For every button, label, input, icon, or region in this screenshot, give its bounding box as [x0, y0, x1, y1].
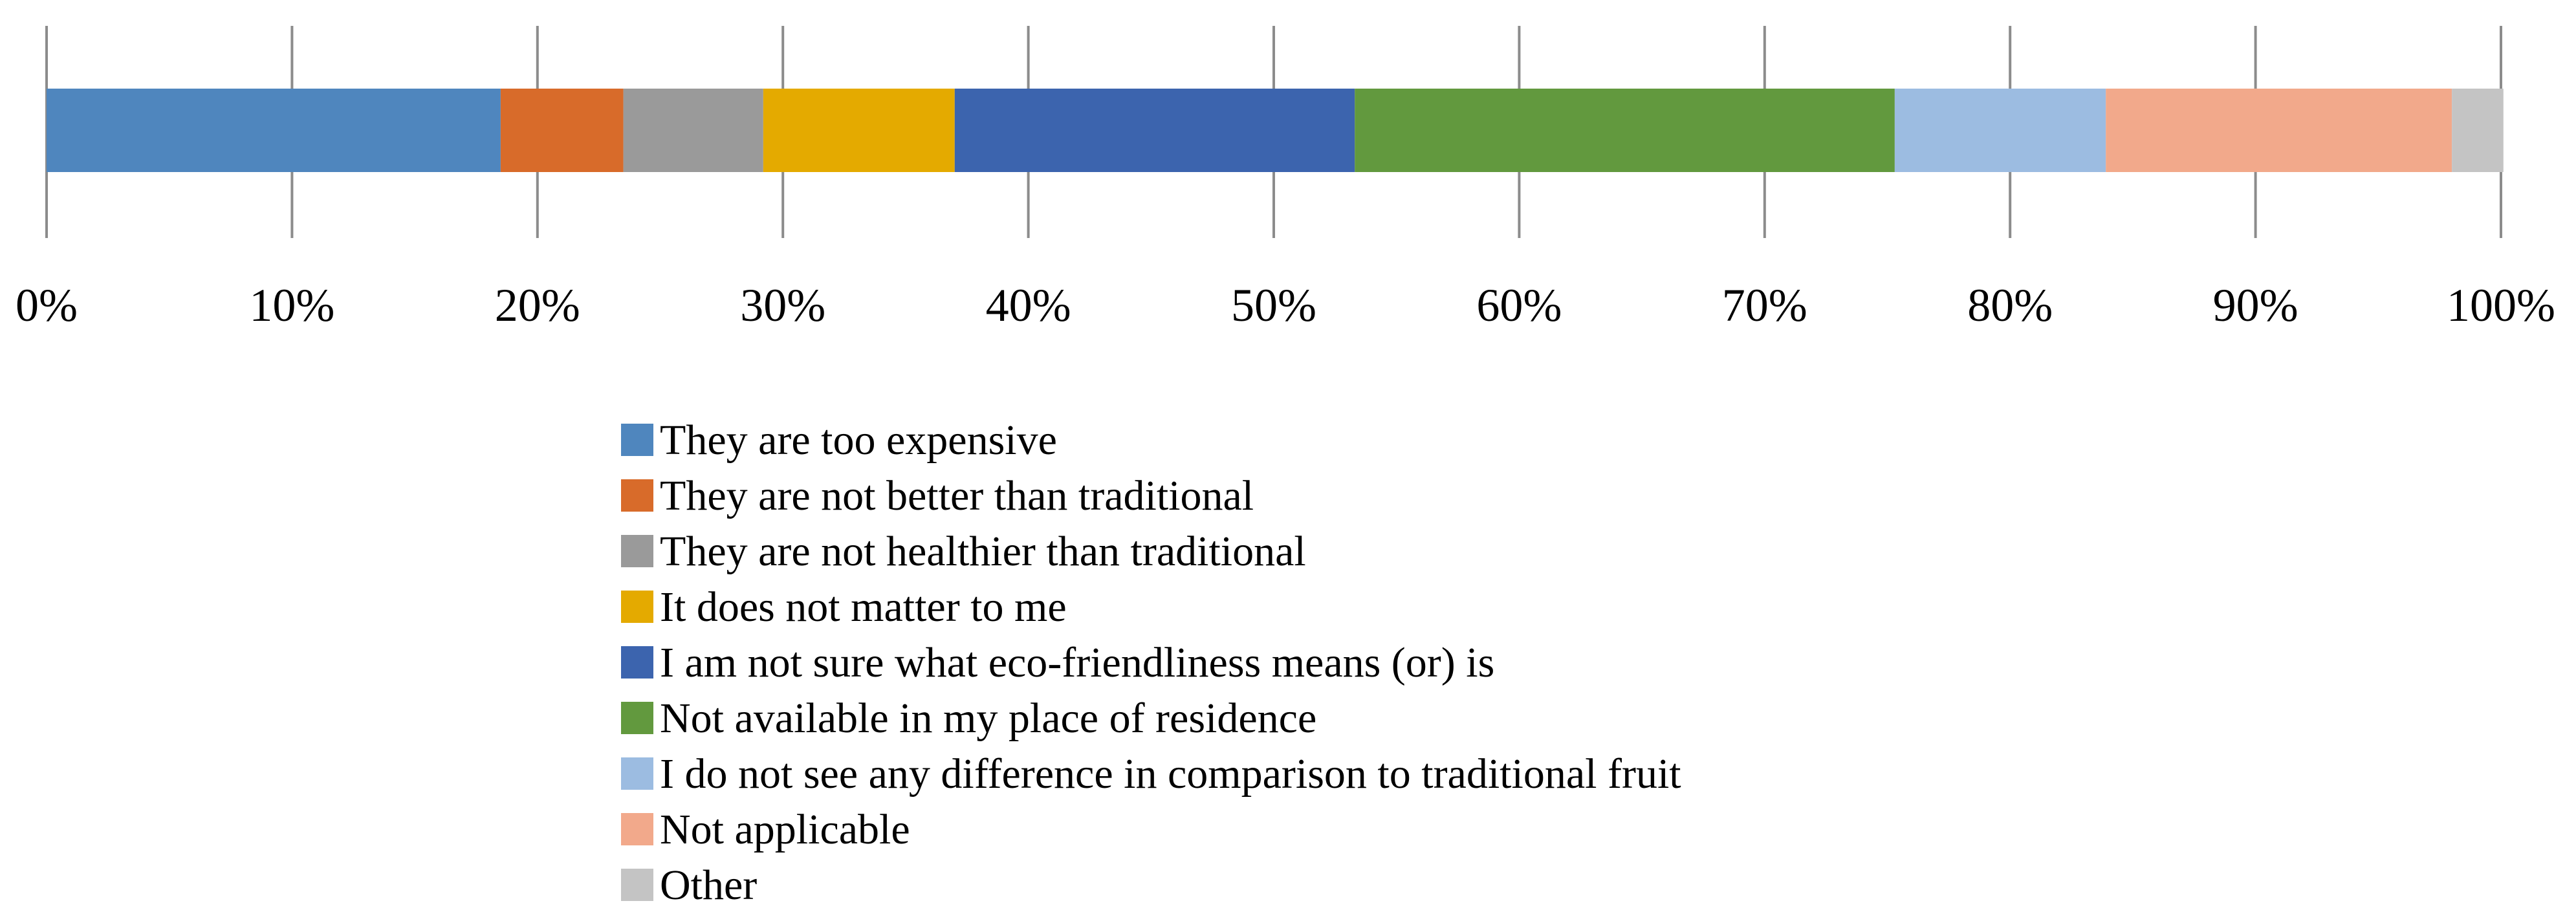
bar-segment-3 — [763, 89, 955, 172]
legend-swatch-2 — [621, 535, 653, 567]
bar-segment-1 — [500, 89, 624, 172]
legend-label-1: They are not better than traditional — [660, 472, 1254, 519]
x-tick-label-2: 20% — [495, 279, 580, 331]
x-tick-label-7: 70% — [1722, 279, 1807, 331]
bar-segment-0 — [47, 89, 501, 172]
legend-swatch-6 — [621, 757, 653, 790]
x-tick-label-9: 90% — [2213, 279, 2298, 331]
legend: They are too expensive They are not bette… — [621, 417, 1681, 909]
legend-label-0: They are too expensive — [660, 417, 1057, 464]
bar-segment-5 — [1355, 89, 1895, 172]
legend-swatch-1 — [621, 479, 653, 512]
x-axis-ticks: 0% 10% 20% 30% 40% 50% 60% 70% 80% 90% 100% — [16, 279, 2555, 331]
legend-swatch-3 — [621, 591, 653, 623]
x-tick-label-10: 100% — [2447, 279, 2555, 331]
x-tick-label-5: 50% — [1231, 279, 1316, 331]
legend-label-4: I am not sure what eco-friendliness mean… — [660, 639, 1494, 686]
x-tick-label-6: 60% — [1476, 279, 1562, 331]
x-tick-label-1: 10% — [249, 279, 334, 331]
x-tick-label-0: 0% — [16, 279, 78, 331]
legend-label-6: I do not see any difference in compariso… — [660, 750, 1681, 798]
legend-label-2: They are not healthier than traditional — [660, 528, 1306, 575]
legend-label-7: Not applicable — [660, 806, 910, 853]
x-tick-label-8: 80% — [1967, 279, 2053, 331]
x-tick-label-4: 40% — [986, 279, 1071, 331]
legend-label-8: Other — [660, 862, 757, 909]
bar-segment-7 — [2106, 89, 2452, 172]
legend-swatch-8 — [621, 869, 653, 901]
legend-swatch-5 — [621, 702, 653, 734]
bar-segment-2 — [623, 89, 763, 172]
legend-swatch-0 — [621, 424, 653, 456]
bar-segment-4 — [954, 89, 1355, 172]
legend-swatch-4 — [621, 646, 653, 679]
x-tick-label-3: 30% — [740, 279, 825, 331]
legend-label-3: It does not matter to me — [660, 583, 1067, 631]
bar-segment-6 — [1894, 89, 2106, 172]
legend-swatch-7 — [621, 813, 653, 845]
bar-segments — [47, 89, 2504, 172]
legend-label-5: Not available in my place of residence — [660, 695, 1316, 742]
bar-segment-8 — [2452, 89, 2504, 172]
